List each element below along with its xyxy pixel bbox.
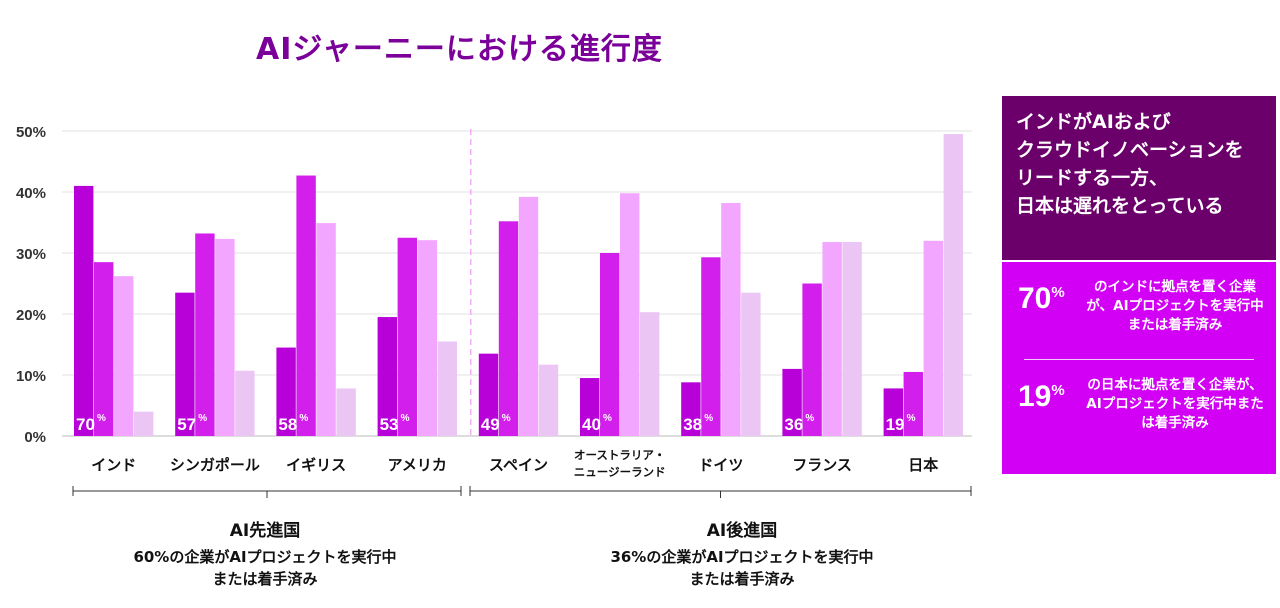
- bar: [518, 196, 539, 436]
- y-tick-label: 0%: [24, 429, 46, 446]
- category-label: フランス: [792, 456, 852, 474]
- chart-title: AIジャーニーにおける進行度: [256, 32, 663, 67]
- bar: [377, 317, 397, 436]
- category-label: シンガポール: [170, 456, 260, 474]
- adoption-label-unit: %: [198, 413, 207, 424]
- stats-divider: [1024, 359, 1254, 360]
- adoption-label-unit: %: [97, 413, 106, 424]
- bar: [175, 292, 195, 436]
- category-label: ドイツ: [698, 456, 743, 474]
- adoption-label-unit: %: [502, 413, 511, 424]
- group-note-advanced: 60%の企業がAIプロジェクトを実行中 または着手済み: [133, 548, 397, 588]
- bar: [316, 223, 336, 436]
- bar: [721, 202, 741, 436]
- adoption-label: 57: [177, 415, 196, 434]
- adoption-label: 19: [886, 415, 905, 434]
- y-tick-label: 40%: [16, 185, 46, 202]
- stat-japan-value: 19%: [1018, 380, 1065, 413]
- y-tick-label: 10%: [16, 368, 46, 385]
- category-label: イギリス: [286, 456, 346, 474]
- bar: [417, 240, 437, 436]
- adoption-label-unit: %: [907, 413, 916, 424]
- y-tick-label: 50%: [16, 124, 46, 141]
- adoption-label-unit: %: [401, 413, 410, 424]
- bar: [276, 347, 296, 436]
- bar: [195, 233, 215, 436]
- category-label: アメリカ: [388, 456, 447, 474]
- bar: [478, 353, 499, 436]
- bar: [782, 368, 802, 436]
- y-tick-label: 30%: [16, 246, 46, 263]
- adoption-label: 38: [683, 415, 702, 434]
- category-label: ニュージーランド: [574, 465, 666, 479]
- bar: [397, 237, 417, 436]
- stat-india-value: 70%: [1018, 282, 1065, 315]
- bar: [620, 193, 640, 436]
- stat-india-text: のインドに拠点を置く企業が、AIプロジェクトを実行中または着手済み: [1086, 279, 1264, 333]
- bar: [640, 312, 660, 436]
- bar: [923, 240, 943, 436]
- bar: [701, 257, 721, 436]
- bar: [802, 283, 822, 436]
- bar: [883, 388, 903, 436]
- adoption-label: 49: [481, 415, 500, 434]
- bar: [822, 242, 842, 436]
- adoption-label: 70: [76, 415, 95, 434]
- bar: [336, 388, 356, 436]
- bar: [903, 371, 923, 436]
- bar: [498, 221, 519, 436]
- adoption-label: 40: [582, 415, 601, 434]
- adoption-label-unit: %: [704, 413, 713, 424]
- category-label: オーストラリア・: [574, 448, 665, 462]
- bar: [741, 292, 761, 436]
- bar: [600, 253, 620, 436]
- bar: [437, 341, 457, 436]
- bar: [235, 370, 255, 436]
- headline-panel: インドがAIおよび クラウドイノベーションを リードする一方、 日本は遅れをとっ…: [1002, 96, 1276, 260]
- category-label: スペイン: [489, 456, 548, 474]
- category-label: 日本: [908, 456, 938, 474]
- adoption-label: 36: [784, 415, 803, 434]
- bar: [580, 378, 600, 436]
- bar: [296, 175, 316, 436]
- bar: [681, 382, 701, 436]
- bar: [215, 238, 235, 436]
- bar: [94, 262, 114, 436]
- group-heading-advanced: AI先進国: [229, 521, 301, 541]
- bar-chart: 0% 10% 20% 30% 40% 50% 70 % インド 57 % シンガポール 58 % イギリス 5…: [16, 124, 972, 498]
- bar: [538, 364, 559, 436]
- bar: [134, 411, 154, 436]
- adoption-label-unit: %: [299, 413, 308, 424]
- bar: [943, 134, 963, 437]
- adoption-label-unit: %: [603, 413, 612, 424]
- group-note-lagging: 36%の企業がAIプロジェクトを実行中 または着手済み: [610, 548, 874, 588]
- bar: [842, 242, 862, 436]
- adoption-label: 53: [380, 415, 399, 434]
- y-tick-label: 20%: [16, 307, 46, 324]
- headline-text: インドがAIおよび クラウドイノベーションを リードする一方、 日本は遅れをとっ…: [1016, 111, 1244, 217]
- category-label: インド: [91, 456, 136, 474]
- stat-japan-text: の日本に拠点を置く企業が、AIプロジェクトを実行中または着手済み: [1086, 377, 1264, 431]
- adoption-label-unit: %: [805, 413, 814, 424]
- group-heading-lagging: AI後進国: [706, 521, 778, 541]
- stats-panel: 70% のインドに拠点を置く企業が、AIプロジェクトを実行中または着手済み 19…: [1002, 262, 1276, 474]
- bar: [114, 276, 134, 436]
- adoption-label: 58: [278, 415, 297, 434]
- bar: [74, 185, 94, 436]
